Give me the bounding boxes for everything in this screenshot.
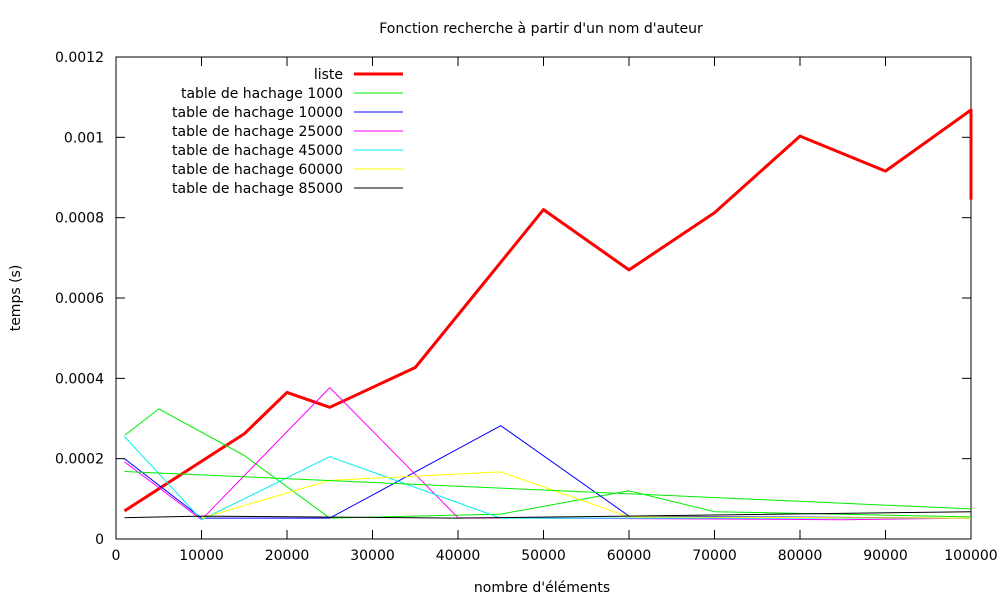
legend-label-3: table de hachage 25000 — [172, 124, 343, 140]
x-tick-label: 80000 — [778, 548, 823, 564]
y-tick-label: 0 — [95, 532, 104, 548]
series-line-3 — [124, 387, 972, 521]
legend-label-2: table de hachage 10000 — [172, 105, 343, 121]
legend-label-0: liste — [314, 67, 343, 83]
legend-label-6: table de hachage 85000 — [172, 181, 343, 197]
x-tick-label: 0 — [112, 548, 121, 564]
legend-label-1: table de hachage 1000 — [181, 86, 343, 102]
legend: liste table de hachage 1000 table de hacha… — [172, 67, 403, 197]
series-line-5 — [201, 471, 972, 519]
series-line-6 — [124, 511, 972, 519]
y-axis-label: temps (s) — [8, 265, 24, 332]
x-tick-label: 70000 — [692, 548, 737, 564]
series-layer — [123, 108, 973, 521]
y-tick-label: 0.0012 — [55, 50, 104, 66]
axis-ticks: 0 10000 20000 30000 40000 50000 60000 70000 8000… — [55, 50, 998, 564]
series-line-0 — [123, 108, 973, 513]
x-tick-label: 60000 — [607, 548, 652, 564]
legend-label-4: table de hachage 45000 — [172, 143, 343, 159]
chart-title: Fonction recherche à partir d'un nom d'a… — [379, 21, 703, 37]
x-axis-label: nombre d'éléments — [474, 580, 610, 596]
x-tick-label: 30000 — [350, 548, 395, 564]
y-tick-label: 0.0006 — [55, 291, 104, 307]
x-tick-label: 10000 — [179, 548, 224, 564]
y-tick-label: 0.0008 — [55, 211, 104, 227]
series-line-1 — [124, 408, 972, 519]
series-line-7 — [124, 471, 972, 510]
y-tick-label: 0.0002 — [55, 452, 104, 468]
legend-label-5: table de hachage 60000 — [172, 162, 343, 178]
x-tick-label: 50000 — [521, 548, 566, 564]
x-tick-label: 100000 — [944, 548, 997, 564]
series-line-2 — [124, 425, 972, 519]
series-line-4 — [124, 436, 971, 521]
x-tick-label: 20000 — [265, 548, 310, 564]
x-tick-label: 40000 — [436, 548, 481, 564]
x-tick-label: 90000 — [863, 548, 908, 564]
y-tick-label: 0.0004 — [55, 371, 104, 387]
y-tick-label: 0.001 — [64, 130, 104, 146]
